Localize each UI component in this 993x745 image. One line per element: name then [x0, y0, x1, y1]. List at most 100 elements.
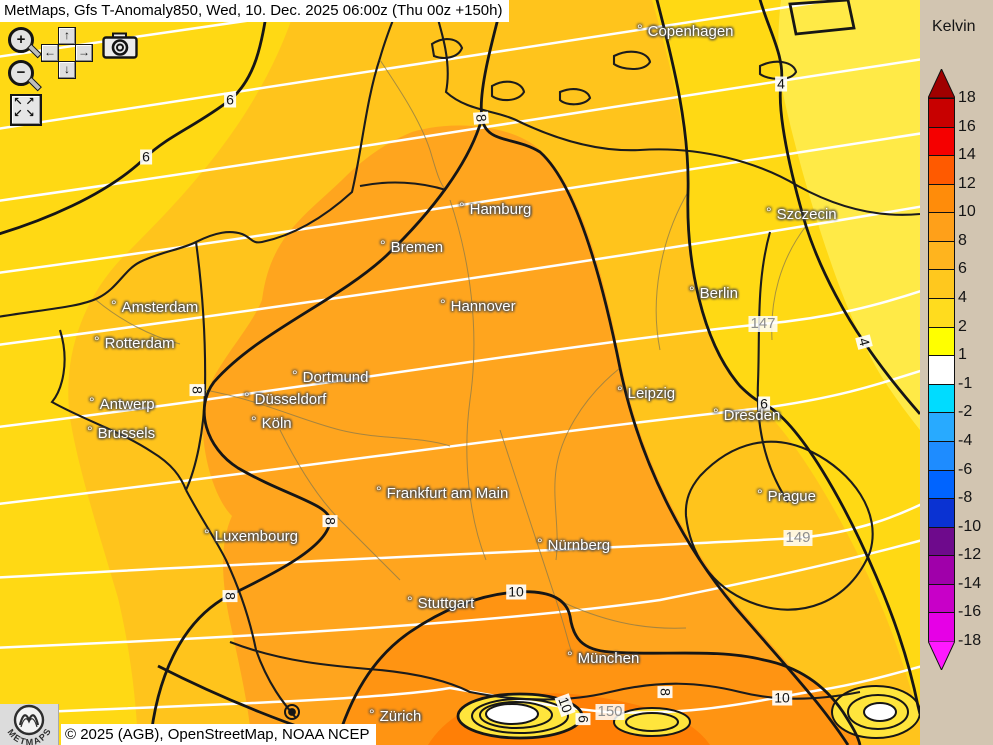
legend-color-segment	[929, 355, 954, 384]
legend-tick-label: 14	[958, 146, 976, 164]
height-contour-label: 149	[783, 529, 813, 546]
city-label-antwerp: ° Antwerp	[89, 394, 155, 413]
city-name: Berlin	[699, 285, 738, 302]
city-label-prague: ° Prague	[757, 486, 816, 505]
city-name: Hannover	[450, 298, 516, 315]
legend-arrow-bottom	[928, 641, 955, 670]
temperature-contour-label: 6	[140, 148, 152, 165]
city-marker-icon: °	[87, 423, 93, 439]
pan-up-button[interactable]: ↑	[58, 27, 76, 45]
city-label-rotterdam: ° Rotterdam	[94, 333, 175, 352]
legend-tick-label: 10	[958, 203, 976, 221]
temperature-contour-label: 10	[506, 583, 526, 600]
pan-down-button[interactable]: ↓	[58, 61, 76, 79]
legend-color-segment	[929, 269, 954, 299]
legend-color-segment	[929, 98, 954, 127]
legend-color-segment	[929, 555, 954, 584]
city-label-luxembourg: ° Luxembourg	[204, 526, 298, 545]
legend-color-segment	[929, 612, 954, 641]
city-marker-icon: °	[537, 535, 543, 551]
city-name: Dortmund	[302, 369, 369, 386]
zoom-out-handle	[27, 76, 42, 92]
legend-tick-label: 18	[958, 89, 976, 106]
weather-map[interactable]	[0, 0, 920, 745]
city-label-z-rich: ° Zürich	[369, 706, 421, 725]
legend-panel: Kelvin 18 16 14 12 10 8 6 4 2 1 -1 -2 -4 -6 -8 -10 -12 -1…	[920, 0, 993, 745]
legend-color-segment	[929, 240, 954, 270]
temperature-contour-label: 6	[224, 91, 236, 108]
fullscreen-button[interactable]: ↖ ↗ ↙ ↘	[10, 94, 42, 126]
city-marker-icon: °	[251, 413, 257, 429]
legend-tick-label: 12	[958, 174, 976, 192]
city-marker-icon: °	[713, 405, 719, 421]
legend-color-segment	[929, 212, 954, 241]
legend-color-segment	[929, 412, 954, 441]
city-marker-icon: °	[89, 394, 95, 410]
legend-tick-label: -16	[958, 603, 982, 621]
pan-left-button[interactable]: ←	[41, 44, 59, 62]
metmaps-logo-icon: METMAPS	[6, 704, 52, 745]
height-contour-label: 150	[595, 703, 625, 720]
camera-icon	[102, 32, 138, 59]
city-marker-icon: °	[617, 383, 623, 399]
legend-tick-label: 6	[958, 260, 967, 278]
temperature-contour-label: 10	[772, 689, 792, 706]
height-contour-lines	[0, 0, 920, 715]
city-label-stuttgart: ° Stuttgart	[407, 593, 474, 612]
pan-right-button[interactable]: →	[75, 44, 93, 62]
city-name: Düsseldorf	[254, 391, 327, 408]
city-marker-icon: °	[459, 199, 465, 215]
city-marker-icon: °	[757, 486, 763, 502]
legend-color-segment	[929, 526, 954, 556]
city-marker-icon: °	[440, 296, 446, 312]
country-borders	[0, 0, 920, 719]
metmaps-logo[interactable]: METMAPS	[0, 704, 59, 745]
expand-arrow-icon: ↘	[25, 107, 35, 120]
attribution-bar[interactable]: © 2025 (AGB), OpenStreetMap, NOAA NCEP	[61, 724, 376, 745]
legend-tick-label: -12	[958, 546, 982, 564]
zoom-in-button[interactable]: +	[8, 27, 42, 61]
city-name: München	[577, 650, 640, 667]
city-name: Luxembourg	[214, 528, 298, 545]
city-label-dortmund: ° Dortmund	[292, 367, 368, 386]
legend-tick-label: 16	[958, 117, 976, 135]
city-label-frankfurt-am-main: ° Frankfurt am Main	[376, 483, 508, 502]
city-name: Leipzig	[627, 385, 676, 402]
city-marker-icon: °	[369, 706, 375, 722]
city-label-k-ln: ° Köln	[251, 413, 292, 432]
city-marker-icon: °	[204, 526, 210, 542]
temperature-contour-label: 8	[189, 384, 206, 396]
city-label-hamburg: ° Hamburg	[459, 199, 531, 218]
city-label-hannover: ° Hannover	[440, 296, 516, 315]
city-marker-icon: °	[111, 297, 117, 313]
legend-tick-label: 4	[958, 289, 967, 307]
city-name: Copenhagen	[647, 23, 734, 40]
expand-arrow-icon: ↖	[13, 95, 23, 108]
legend-tick-label: -6	[958, 460, 973, 478]
city-name: Nürnberg	[547, 537, 611, 554]
city-label-d-sseldorf: ° Düsseldorf	[244, 389, 326, 408]
legend-unit-label: Kelvin	[932, 18, 976, 35]
city-label-berlin: ° Berlin	[689, 283, 738, 302]
legend-tick-label: 1	[958, 346, 967, 364]
city-label-amsterdam: ° Amsterdam	[111, 297, 198, 316]
zoom-out-button[interactable]: −	[8, 60, 42, 94]
title-bar: MetMaps, Gfs T-Anomaly850, Wed, 10. Dec.…	[0, 0, 510, 22]
temperature-contour-label: 8	[222, 590, 239, 602]
city-name: Zürich	[379, 708, 422, 725]
city-name: Dresden	[723, 407, 781, 424]
legend-color-segment	[929, 298, 954, 327]
city-name: Szczecin	[776, 206, 837, 223]
city-marker-icon: °	[376, 483, 382, 499]
city-marker-icon: °	[567, 648, 573, 664]
legend-color-segment	[929, 440, 954, 470]
city-name: Frankfurt am Main	[386, 485, 509, 502]
temperature-contour-label: 6	[758, 395, 770, 412]
city-label-dresden: ° Dresden	[713, 405, 780, 424]
expand-arrow-icon: ↗	[25, 95, 35, 108]
city-name: Rotterdam	[104, 335, 175, 352]
legend-color-segment	[929, 155, 954, 184]
snapshot-button[interactable]	[102, 32, 138, 59]
city-name: Antwerp	[99, 396, 155, 413]
zone-8-10-fill	[202, 125, 852, 745]
